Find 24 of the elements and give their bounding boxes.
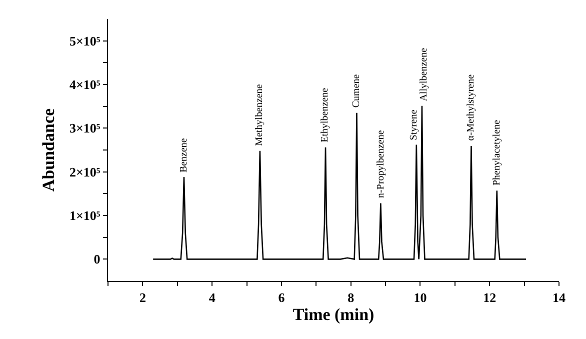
annotation: α-Methylstyrene xyxy=(466,74,477,141)
x-tick-label: 14 xyxy=(552,290,566,305)
y-tick-label: 0 xyxy=(94,252,100,267)
x-tick-label: 12 xyxy=(483,290,496,305)
y-tick-label: 4×10⁵ xyxy=(69,77,100,92)
y-tick-label: 5×10⁵ xyxy=(69,33,100,48)
y-tick-label: 3×10⁵ xyxy=(69,120,100,136)
annotation: Benzene xyxy=(178,138,190,173)
x-axis-title: Time (min) xyxy=(292,305,374,324)
x-tick-label: 2 xyxy=(139,290,146,305)
y-tick-label: 2×10⁵ xyxy=(69,164,100,180)
x-tick-label: 6 xyxy=(278,290,286,305)
y-axis-title: Abundance xyxy=(38,108,58,192)
y-tick-label: 1×10⁵ xyxy=(69,208,100,224)
x-tick-label: 10 xyxy=(414,290,427,305)
annotation: Cumene xyxy=(350,74,362,108)
annotation: Phenylacetylene xyxy=(491,119,502,186)
x-tick-label: 4 xyxy=(208,290,216,305)
annotation: Styrene xyxy=(408,109,420,140)
annotation: Methylbenzene xyxy=(254,84,266,146)
annotation: n-Propylbenzene xyxy=(375,130,386,198)
x-tick-label: 8 xyxy=(348,290,355,305)
annotation: Ethylbenzene xyxy=(320,87,331,142)
annotation: Allylbenzene xyxy=(418,47,430,102)
